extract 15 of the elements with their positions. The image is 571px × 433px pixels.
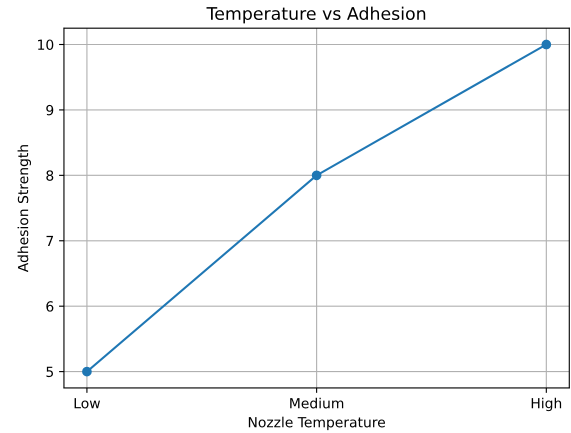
x-tick-label: High: [532, 398, 562, 412]
y-axis-title: Adhesion Strength: [18, 145, 31, 272]
point: [312, 170, 322, 180]
y-tick-label: 10: [38, 39, 54, 50]
y-tick-label: 5: [46, 366, 54, 378]
x-tick-label: Medium: [290, 398, 344, 408]
y-tick-label: 8: [46, 170, 54, 181]
point: [541, 40, 552, 50]
chart-title: Temperature vs Adhesion: [206, 6, 426, 24]
x-axis-title: Nozzle Temperature: [248, 416, 386, 430]
y-tick-label: 9: [46, 104, 54, 116]
y-tick-label: 7: [46, 236, 54, 246]
y-tick-label: 6: [46, 301, 54, 312]
x-tick-label: Low: [74, 398, 100, 408]
point: [82, 366, 92, 376]
